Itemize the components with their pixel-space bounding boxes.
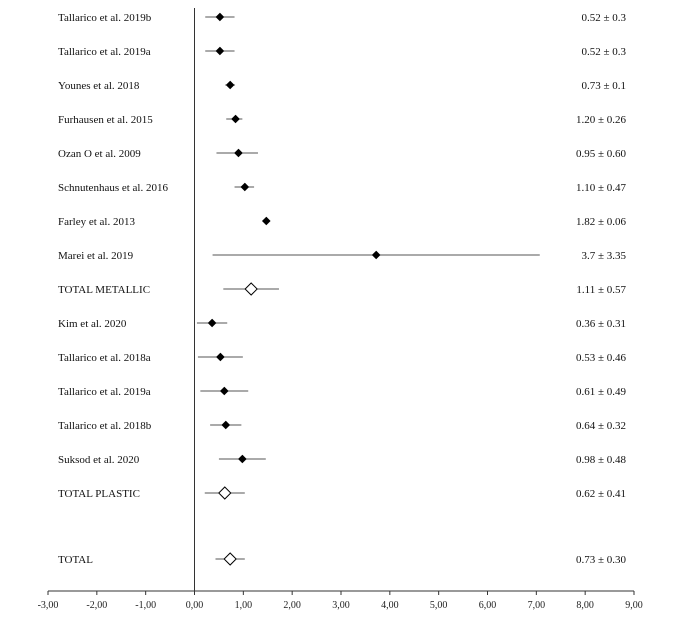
effect-value-label: 0.53 ± 0.46 [576,352,627,364]
study-estimate-marker [240,182,250,192]
x-tick-label: -3,00 [38,600,59,611]
study-estimate-marker [238,454,247,464]
x-tick-label: 4,00 [381,600,399,611]
x-tick-label: 9,00 [625,600,643,611]
study-label: Farley et al. 2013 [58,216,135,228]
total-row: TOTAL PLASTIC 0.62 ± 0.41 [58,486,626,500]
study-label: Schnutenhaus et al. 2016 [58,182,168,194]
x-axis: -3,00 -2,00 -1,00 0,00 1,00 2,00 3,00 4,00 5,00 6… [38,8,643,611]
x-tick-label: -2,00 [86,600,107,611]
x-tick-label: 5,00 [430,600,448,611]
x-tick-label: 6,00 [479,600,497,611]
study-label: TOTAL PLASTIC [58,488,140,500]
study-estimate-marker [215,46,225,56]
x-tick-label: 8,00 [576,600,594,611]
effect-value-label: 0.52 ± 0.3 [581,12,626,24]
total-row: TOTAL METALLIC 1.11 ± 0.57 [58,282,626,296]
pooled-estimate-diamond [223,552,237,566]
study-row: Kim et al. 2020 0.36 ± 0.31 [58,318,626,330]
study-label: Marei et al. 2019 [58,250,134,262]
rows-layer: Tallarico et al. 2019b 0.52 ± 0.3Tallaric… [58,12,626,566]
study-row: Ozan O et al. 2009 0.95 ± 0.60 [58,148,626,160]
study-label: TOTAL [58,554,93,566]
study-estimate-marker [221,420,231,430]
x-tick-label: 1,00 [235,600,253,611]
total-row: TOTAL 0.73 ± 0.30 [58,552,627,566]
pooled-estimate-diamond [244,282,258,296]
study-label: Tallarico et al. 2018b [58,420,152,432]
study-estimate-marker [231,114,240,124]
study-estimate-marker [261,216,271,226]
effect-value-label: 0.73 ± 0.30 [576,554,627,566]
study-row: Tallarico et al. 2018b 0.64 ± 0.32 [58,420,626,432]
study-row: Tallarico et al. 2018a 0.53 ± 0.46 [58,352,626,364]
study-estimate-marker [215,12,225,22]
study-estimate-marker [216,352,225,362]
effect-value-label: 0.61 ± 0.49 [576,386,627,398]
x-tick-label: 0,00 [186,600,204,611]
effect-value-label: 1.11 ± 0.57 [576,284,626,296]
x-tick-label: 2,00 [283,600,301,611]
effect-value-label: 0.36 ± 0.31 [576,318,626,330]
study-label: Tallarico et al. 2019a [58,386,151,398]
effect-value-label: 1.82 ± 0.06 [576,216,627,228]
x-tick-label: -1,00 [135,600,156,611]
study-label: Tallarico et al. 2019a [58,46,151,58]
effect-value-label: 0.64 ± 0.32 [576,420,626,432]
effect-value-label: 0.73 ± 0.1 [581,80,626,92]
x-tick-label: 3,00 [332,600,350,611]
study-label: Younes et al. 2018 [58,80,140,92]
study-row: Marei et al. 2019 3.7 ± 3.35 [58,250,626,262]
study-label: Ozan O et al. 2009 [58,148,141,160]
effect-value-label: 0.95 ± 0.60 [576,148,627,160]
study-row: Tallarico et al. 2019a 0.61 ± 0.49 [58,386,626,398]
study-estimate-marker [371,250,381,260]
study-label: Tallarico et al. 2018a [58,352,151,364]
study-estimate-marker [225,80,235,90]
study-estimate-marker [219,386,229,396]
study-row: Schnutenhaus et al. 2016 1.10 ± 0.47 [58,182,626,194]
study-label: Tallarico et al. 2019b [58,12,152,24]
study-label: Furhausen et al. 2015 [58,114,153,126]
study-row: Tallarico et al. 2019a 0.52 ± 0.3 [58,46,626,58]
effect-value-label: 3.7 ± 3.35 [581,250,626,262]
study-row: Farley et al. 2013 1.82 ± 0.06 [58,216,626,228]
effect-value-label: 1.20 ± 0.26 [576,114,627,126]
study-row: Tallarico et al. 2019b 0.52 ± 0.3 [58,12,626,24]
study-row: Younes et al. 2018 0.73 ± 0.1 [58,80,626,92]
study-estimate-marker [207,318,217,328]
effect-value-label: 0.62 ± 0.41 [576,488,626,500]
study-estimate-marker [234,148,243,158]
effect-value-label: 0.52 ± 0.3 [581,46,626,58]
study-label: TOTAL METALLIC [58,284,150,296]
study-label: Kim et al. 2020 [58,318,127,330]
study-row: Suksod et al. 2020 0.98 ± 0.48 [58,454,626,466]
study-label: Suksod et al. 2020 [58,454,140,466]
x-tick-label: 7,00 [528,600,546,611]
pooled-estimate-diamond [218,486,232,500]
effect-value-label: 1.10 ± 0.47 [576,182,627,194]
effect-value-label: 0.98 ± 0.48 [576,454,627,466]
study-row: Furhausen et al. 2015 1.20 ± 0.26 [58,114,626,126]
